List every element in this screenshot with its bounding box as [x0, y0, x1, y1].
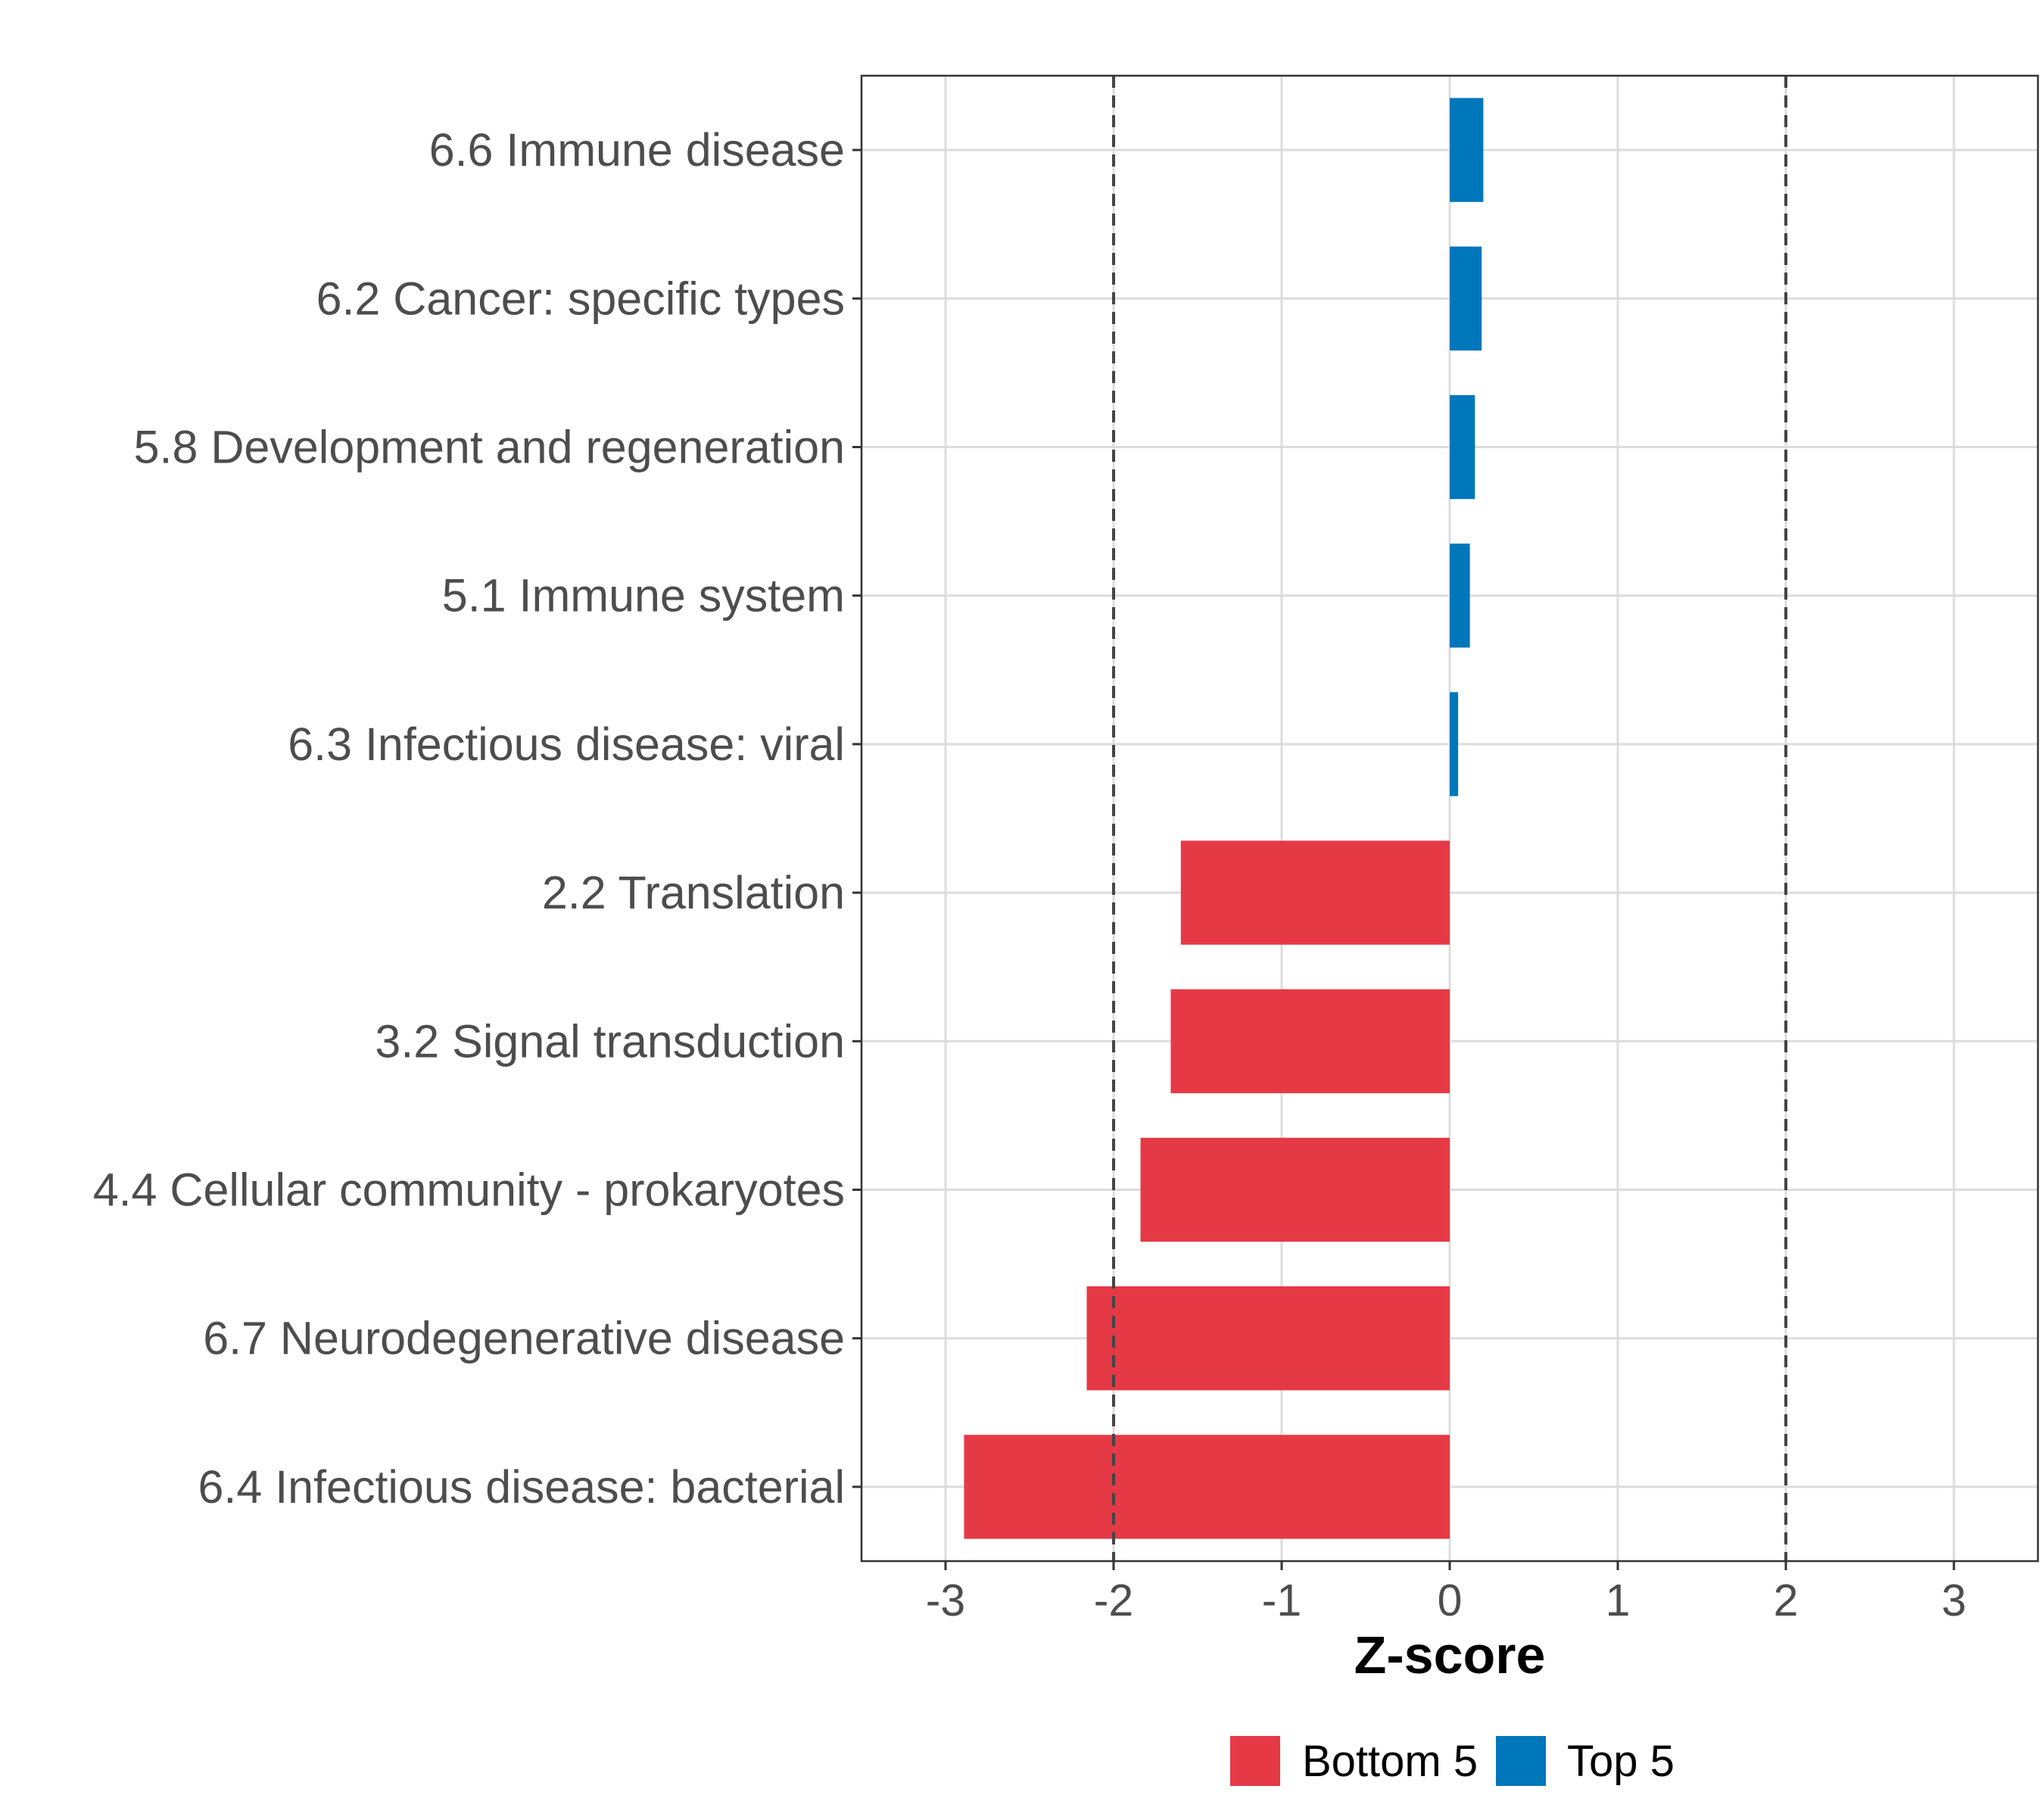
x-tick-label: 2 [1774, 1575, 1799, 1625]
bar [1450, 394, 1475, 500]
x-axis-title: Z-score [1354, 1625, 1546, 1685]
category-label: 2.2 Translation [542, 867, 845, 918]
category-label: 3.2 Signal transduction [375, 1015, 845, 1067]
bar [1180, 840, 1450, 945]
bar [1086, 1286, 1450, 1391]
category-label: 6.3 Infectious disease: viral [288, 718, 845, 770]
category-label: 5.8 Development and regeneration [134, 422, 845, 473]
bar [1450, 544, 1470, 648]
category-label: 4.4 Cellular community - prokaryotes [93, 1164, 845, 1216]
category-label: 5.1 Immune system [442, 570, 845, 622]
bar [1140, 1137, 1450, 1242]
reference-lines [1112, 76, 1787, 1561]
bar [1450, 692, 1459, 796]
x-tick-label: 1 [1606, 1575, 1631, 1625]
legend-label: Top 5 [1567, 1737, 1675, 1786]
legend-label: Bottom 5 [1302, 1737, 1478, 1786]
category-label: 6.4 Infectious disease: bacterial [198, 1461, 845, 1513]
bar [1450, 98, 1484, 202]
legend-key [1230, 1736, 1280, 1786]
legend-key [1496, 1736, 1546, 1786]
category-label: 6.6 Immune disease [429, 124, 845, 176]
x-tick-label: 3 [1942, 1575, 1967, 1625]
category-label: 6.2 Cancer: specific types [316, 273, 845, 324]
x-tick-label: 0 [1438, 1575, 1463, 1625]
x-tick-label: -3 [926, 1575, 965, 1625]
bar [964, 1435, 1450, 1539]
x-axis: -3 -2 -1 0 1 2 3 [926, 1561, 1967, 1625]
y-axis: 6.6 Immune disease 6.2 Cancer: specific t… [93, 124, 862, 1513]
bars [964, 98, 1484, 1539]
legend: Bottom 5 Top 5 [1230, 1736, 1675, 1786]
bar [1170, 989, 1450, 1093]
x-tick-label: -2 [1094, 1575, 1133, 1625]
bar [1450, 246, 1482, 351]
category-label: 6.7 Neurodegenerative disease [203, 1313, 845, 1364]
x-tick-label: -1 [1262, 1575, 1301, 1625]
